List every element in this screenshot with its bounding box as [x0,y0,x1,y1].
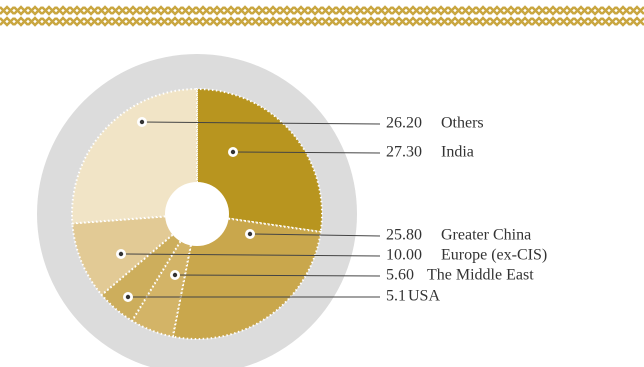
category-label: The Middle East [427,267,534,284]
leader-line [141,121,381,125]
value-label: 27.30 [386,144,422,161]
leader-line [120,253,381,257]
category-label: Others [441,115,484,132]
center-hole [165,182,229,246]
value-label: 5.60 [386,267,414,284]
category-label: Europe (ex-CIS) [441,247,547,264]
leader-line [249,233,381,237]
category-label: India [441,144,474,161]
leader-line [174,274,381,277]
pie-slice [196,87,323,234]
label-dot-center [172,272,178,278]
value-label: 26.20 [386,115,422,132]
leader-line [232,151,381,154]
label-dot-center [230,149,236,155]
decorative-band [0,5,644,27]
label-dot-center [118,251,124,257]
category-label: Greater China [441,227,531,244]
pie-slice [171,212,322,340]
value-label: 5.1 [386,288,406,305]
value-label: 10.00 [386,247,422,264]
label-dot-center [125,294,131,300]
category-label: USA [408,288,440,305]
label-dot-center [139,119,145,125]
value-label: 25.80 [386,227,422,244]
label-dot-center [247,231,253,237]
